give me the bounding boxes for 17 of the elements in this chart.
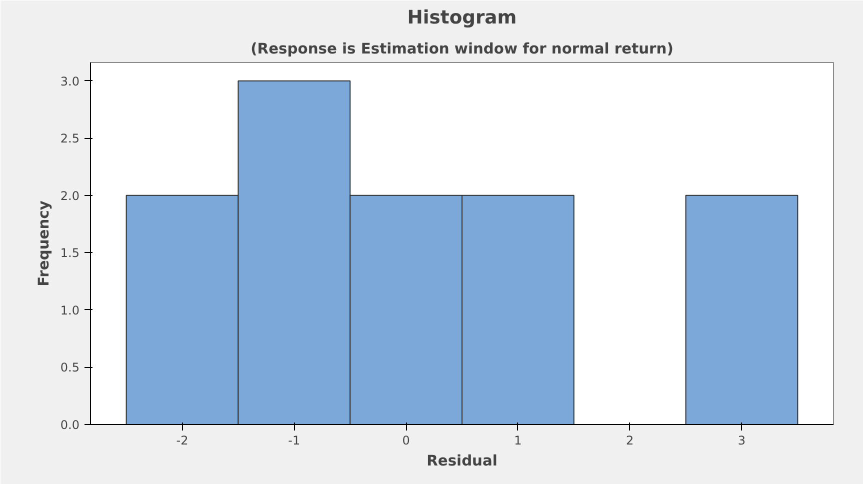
- y-tick-label: 1.0: [60, 303, 80, 318]
- chart-subtitle: (Response is Estimation window for normal return): [250, 40, 674, 58]
- y-tick-label: 0.0: [60, 418, 80, 432]
- x-tick-label: 2: [626, 434, 634, 448]
- y-tick-label: 2.0: [60, 188, 80, 203]
- y-axis-title: Frequency: [35, 200, 52, 286]
- x-axis-title: Residual: [426, 452, 498, 470]
- x-tick-label: -1: [288, 434, 300, 448]
- x-tick-label: 0: [402, 434, 410, 448]
- y-tick-label: 3.0: [60, 74, 80, 88]
- x-tick-label: -2: [176, 434, 188, 448]
- chart-title: Histogram: [407, 8, 517, 28]
- y-tick-label: 1.5: [60, 246, 80, 260]
- x-tick-label: 1: [514, 434, 522, 448]
- y-tick-label: 2.5: [60, 132, 80, 146]
- x-tick-label: 3: [738, 434, 746, 448]
- y-tick-label: 0.5: [60, 360, 80, 375]
